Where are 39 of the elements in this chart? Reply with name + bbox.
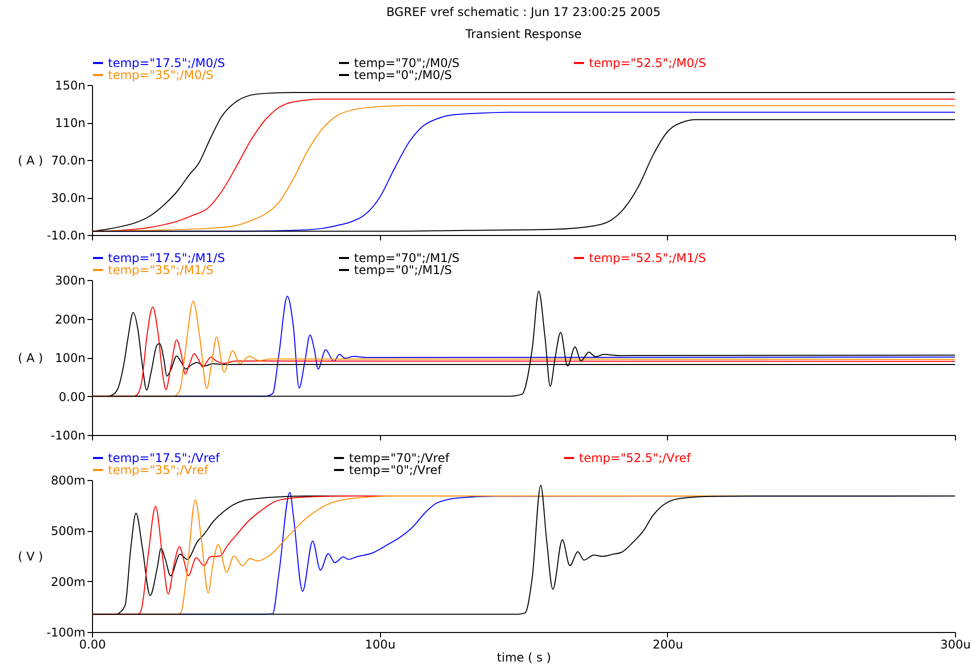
y-tick-label: -100m <box>46 626 86 640</box>
y-axis-title: ( A ) <box>18 154 44 168</box>
y-tick-label: 110n <box>54 116 86 130</box>
chart-subtitle: Transient Response <box>464 27 582 41</box>
chart-title: BGREF vref schematic : Jun 17 23:00:25 2005 <box>386 5 661 19</box>
legend-label: temp="70";/M1/S <box>354 251 460 265</box>
legend-label: temp="17.5";/M1/S <box>108 251 225 265</box>
legend-label: temp="70";/M0/S <box>354 56 460 70</box>
y-tick-label: 800m <box>50 474 86 488</box>
x-tick-label: 100u <box>364 638 396 652</box>
legend-label: temp="0";/M1/S <box>354 263 452 277</box>
text: temp="35";/M1/S <box>108 263 214 277</box>
x-tick-label: 0.00 <box>79 638 106 652</box>
y-tick-label: 200m <box>50 574 86 589</box>
y-tick-label: 150n <box>54 78 86 92</box>
legend-label: temp="0";/M0/S <box>354 68 452 82</box>
text: temp="35";/M0/S <box>108 68 214 82</box>
x-tick-label: 300u <box>940 638 971 652</box>
legend-label: temp="17.5";/M0/S <box>108 56 225 70</box>
legend-label: temp="70";/Vref <box>349 451 450 465</box>
y-tick-label: 0.00 <box>58 390 86 404</box>
y-tick-label: 30.0n <box>51 191 86 205</box>
y-tick-label: 500m <box>50 524 86 538</box>
y-tick-label: 300n <box>54 274 86 288</box>
text: temp="35";/Vref <box>108 463 210 477</box>
y-tick-label: 200n <box>54 312 86 326</box>
legend-label: temp="17.5";/Vref <box>108 451 221 465</box>
legend-label: temp="52.5";/M1/S <box>589 251 706 265</box>
legend-label: temp="52.5";/Vref <box>579 451 692 465</box>
x-tick-label: 200u <box>652 638 684 652</box>
legend-label: temp="0";/Vref <box>349 463 442 477</box>
legend-label: temp="52.5";/M0/S <box>589 56 706 70</box>
y-axis-title: ( V ) <box>18 550 44 564</box>
y-axis-title: ( A ) <box>18 351 44 365</box>
x-axis-title: time ( s ) <box>496 650 552 664</box>
y-tick-label: 70.0n <box>51 154 86 168</box>
y-tick-label: -100n <box>50 428 86 442</box>
y-tick-label: -10.0n <box>46 228 86 242</box>
y-tick-label: 100n <box>54 351 86 365</box>
